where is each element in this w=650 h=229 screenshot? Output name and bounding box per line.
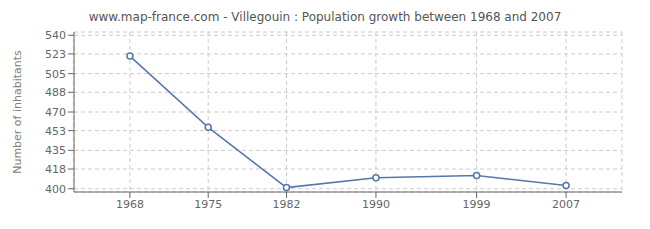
svg-text:453: 453 [45, 125, 66, 138]
svg-text:1990: 1990 [362, 198, 390, 211]
svg-text:523: 523 [45, 48, 66, 61]
svg-text:505: 505 [45, 68, 66, 81]
svg-text:1975: 1975 [194, 198, 222, 211]
html-text:www.map-france.com - Villegoui: www.map-france.com - Villegouin : Popula… [88, 10, 562, 24]
svg-text:488: 488 [45, 86, 66, 99]
svg-text:470: 470 [45, 106, 66, 119]
svg-text:418: 418 [45, 163, 66, 176]
svg-text:1982: 1982 [272, 198, 300, 211]
svg-text:400: 400 [45, 183, 66, 196]
svg-text:435: 435 [45, 144, 66, 157]
svg-text:2007: 2007 [552, 198, 580, 211]
svg-text:1999: 1999 [463, 198, 491, 211]
svg-text:540: 540 [45, 29, 66, 42]
svg-text:1968: 1968 [116, 198, 144, 211]
svg-text:Number of inhabitants: Number of inhabitants [11, 50, 24, 174]
